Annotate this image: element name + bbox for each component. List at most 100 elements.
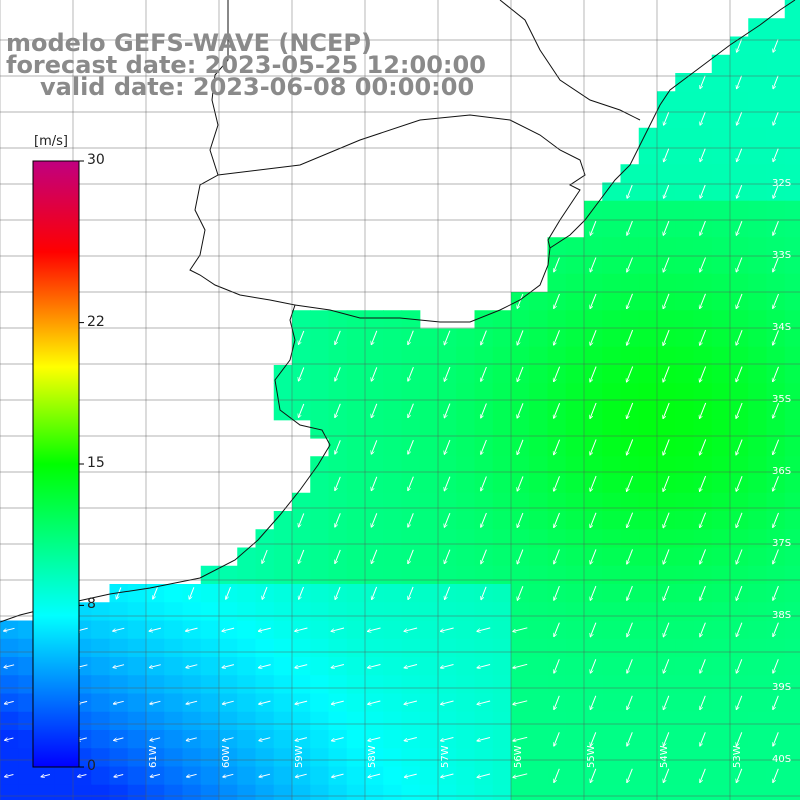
wind-speed-cell [748,109,768,129]
wind-speed-cell [584,529,603,549]
wind-speed-cell [401,310,421,330]
wind-arrow [554,622,560,637]
wind-speed-cell [419,620,439,640]
wind-speed-cell [784,602,800,622]
wind-speed-cell [310,766,330,786]
wind-speed-cell [474,492,494,512]
wind-speed-cell [438,492,457,512]
wind-speed-cell [529,638,549,658]
wind-speed-cell [584,237,603,257]
wind-arrow [295,737,308,741]
wind-speed-cell [292,529,311,549]
wind-speed-cell [419,766,439,786]
wind-speed-cell [237,730,257,749]
longitude-label: 57W [440,745,451,768]
wind-arrow [590,402,597,418]
wind-speed-cell [237,784,257,800]
wind-arrow [114,774,124,777]
wind-speed-cell [383,456,403,476]
wind-speed-cell [584,565,603,585]
wind-speed-cell [693,310,713,330]
wind-speed-cell [127,657,147,676]
wind-arrow [627,293,633,309]
wind-speed-cell [328,383,348,403]
wind-arrow [700,220,706,235]
wind-speed-cell [529,529,549,549]
wind-arrow [700,732,706,746]
wind-speed-cell [638,419,658,439]
wind-arrow [700,439,707,454]
wind-speed-cell [730,492,749,512]
wind-speed-cell [657,273,676,293]
wind-speed-cell [164,784,184,800]
wind-speed-cell [748,565,768,585]
wind-speed-cell [547,419,567,439]
wind-speed-cell [547,565,567,585]
wind-speed-cell [219,565,238,585]
wind-speed-cell [511,419,530,439]
wind-arrow [481,403,487,418]
wind-speed-cell [784,675,800,695]
wind-arrow [627,220,633,235]
wind-arrow [700,512,707,528]
wind-arrow [444,366,451,381]
wind-speed-cell [273,766,293,786]
wind-speed-cell [419,328,439,348]
wind-speed-cell [419,383,439,403]
wind-speed-cell [401,711,421,731]
wind-speed-cell [638,693,658,713]
wind-arrow [700,329,707,345]
wind-speed-cell [182,784,202,800]
wind-speed-cell [18,693,38,713]
wind-speed-cell [529,365,549,384]
wind-arrow [773,622,779,637]
wind-speed-cell [711,638,731,658]
wind-arrow [517,586,524,600]
wind-speed-cell [784,109,800,129]
wind-speed-cell [492,365,512,384]
wind-speed-cell [310,401,330,421]
wind-speed-cell [784,419,800,439]
wind-arrow [408,513,414,527]
wind-arrow [295,664,308,668]
wind-arrow [736,257,743,272]
wind-speed-cell [383,730,403,749]
wind-speed-cell [438,383,457,403]
wind-speed-cell [784,91,800,111]
wind-arrow [371,549,378,564]
wind-speed-cell [602,547,622,567]
wind-speed-cell [638,638,658,658]
wind-speed-cell [529,584,549,603]
wind-speed-cell [620,164,640,184]
wind-speed-cell [584,675,603,695]
wind-speed-cell [200,766,220,786]
wind-speed-cell [456,346,476,366]
wind-arrow [737,148,743,162]
wind-speed-cell [91,766,111,786]
wind-speed-cell [456,748,476,768]
wind-speed-cell [748,200,768,220]
wind-speed-cell [657,529,676,549]
wind-speed-cell [620,784,640,800]
wind-arrow [517,476,524,490]
wind-speed-cell [748,182,768,202]
wind-speed-cell [146,638,165,658]
wind-speed-cell [346,383,366,403]
wind-arrow [773,39,779,52]
wind-speed-cell [784,638,800,658]
wind-arrow [4,664,15,668]
wind-speed-cell [638,529,658,549]
wind-speed-cell [657,492,676,512]
wind-arrow [335,367,341,381]
wind-speed-cell [657,748,676,768]
wind-arrow [481,439,487,454]
wind-speed-cell [18,784,38,800]
wind-arrow [627,768,633,783]
wind-speed-cell [492,748,512,768]
wind-speed-cell [346,584,366,603]
wind-speed-cell [419,565,439,585]
wind-speed-cell [711,127,731,147]
wind-arrow [299,586,304,599]
wind-speed-cell [511,492,530,512]
wind-arrow [481,330,487,345]
